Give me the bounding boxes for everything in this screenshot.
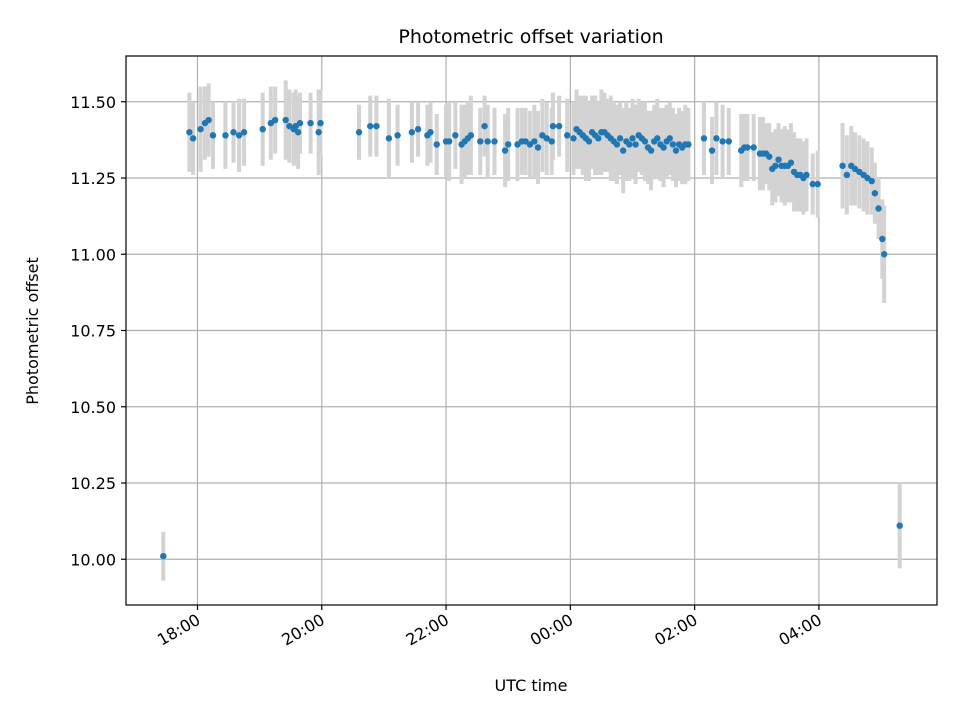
data-point — [543, 135, 550, 142]
data-point — [809, 180, 816, 188]
y-tick-label: 10.25 — [70, 474, 116, 493]
y-tick-label: 11.50 — [70, 93, 116, 112]
data-point — [240, 129, 248, 136]
data-point — [477, 138, 484, 145]
data-point — [641, 138, 649, 145]
data-point — [296, 119, 304, 127]
data-point — [647, 147, 655, 154]
data-point — [491, 138, 498, 145]
y-axis-ticks: 10.00 10.25 10.50 10.75 11.00 11.25 11.50 — [70, 93, 126, 569]
data-point — [725, 138, 733, 145]
data-point — [787, 159, 795, 166]
data-point — [629, 135, 636, 142]
y-axis-label: Photometric offset — [23, 257, 42, 405]
data-point — [570, 135, 577, 142]
y-tick-label: 11.25 — [70, 169, 116, 188]
data-point — [843, 171, 851, 179]
data-point — [160, 553, 167, 560]
data-point — [619, 147, 627, 154]
data-point — [669, 141, 677, 148]
y-tick-label: 10.75 — [70, 322, 116, 341]
data-point — [408, 129, 416, 136]
data-point — [616, 135, 624, 142]
data-point — [719, 138, 726, 145]
data-point — [632, 141, 639, 148]
data-point — [271, 116, 279, 124]
data-point — [660, 144, 667, 151]
data-point — [708, 147, 716, 154]
data-point — [197, 126, 204, 133]
data-point — [189, 135, 197, 142]
y-tick-label: 10.50 — [70, 398, 116, 417]
data-point — [766, 153, 773, 160]
data-point — [414, 126, 422, 133]
data-point — [504, 141, 512, 148]
data-point — [880, 251, 888, 258]
data-point — [564, 132, 571, 139]
data-point — [317, 119, 324, 127]
data-point — [626, 141, 633, 148]
data-point — [282, 116, 289, 124]
data-point — [315, 129, 322, 136]
data-point — [548, 138, 555, 145]
data-point — [205, 116, 212, 124]
data-point — [259, 126, 266, 133]
data-point — [385, 135, 393, 142]
data-point — [896, 522, 903, 529]
data-point — [700, 135, 708, 142]
data-point — [666, 135, 673, 142]
data-point — [775, 156, 782, 163]
data-point — [875, 205, 882, 212]
data-points — [160, 116, 903, 560]
data-point — [481, 122, 488, 130]
data-point — [373, 122, 380, 130]
data-point — [186, 129, 193, 136]
data-point — [367, 122, 374, 130]
data-point — [549, 122, 557, 130]
data-point — [534, 144, 542, 151]
data-point — [585, 138, 593, 145]
data-point — [394, 132, 401, 139]
data-point — [871, 190, 879, 197]
data-point — [501, 147, 509, 154]
data-point — [230, 129, 237, 136]
data-point — [484, 138, 491, 145]
data-point — [209, 132, 217, 139]
data-point — [672, 147, 680, 154]
data-point — [868, 177, 875, 185]
data-point — [433, 141, 440, 148]
data-point — [744, 144, 751, 151]
data-point — [467, 132, 475, 139]
data-point — [750, 144, 757, 151]
data-point — [613, 141, 621, 148]
data-point — [713, 135, 720, 142]
data-point — [803, 171, 810, 179]
data-point — [294, 129, 302, 136]
chart-title: Photometric offset variation — [398, 26, 663, 48]
y-tick-label: 10.00 — [70, 550, 116, 569]
data-point — [814, 180, 821, 188]
data-point — [222, 132, 229, 139]
data-point — [685, 141, 692, 148]
data-point — [595, 135, 602, 142]
x-axis-label: UTC time — [495, 676, 568, 695]
data-point — [307, 119, 314, 127]
data-point — [839, 162, 846, 169]
data-point — [355, 129, 363, 136]
data-point — [531, 138, 538, 145]
data-point — [555, 122, 563, 130]
data-point — [427, 129, 434, 136]
data-point — [235, 132, 243, 139]
data-point — [879, 235, 886, 243]
y-tick-label: 11.00 — [70, 245, 116, 264]
data-point — [654, 135, 661, 142]
data-point — [445, 138, 453, 145]
data-point — [452, 132, 459, 139]
data-point — [772, 162, 779, 169]
